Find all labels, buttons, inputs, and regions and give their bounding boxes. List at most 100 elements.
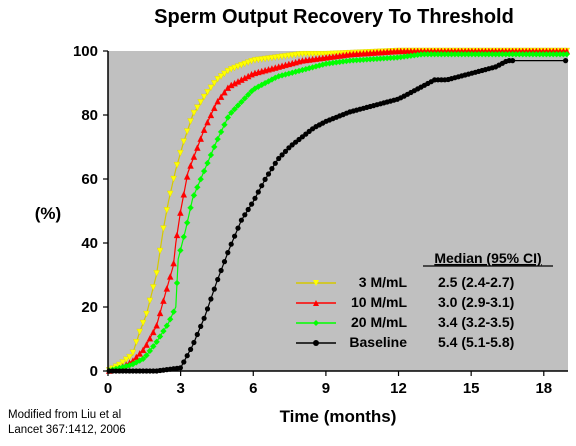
series-point xyxy=(160,225,167,232)
series-point xyxy=(221,70,228,78)
legend: Median (95% CI) 3 M/mL 2.5 (2.4-2.7) 10 M/m… xyxy=(296,250,553,350)
series-point xyxy=(133,339,140,346)
series-point xyxy=(231,64,238,72)
series-baseline xyxy=(106,58,569,374)
y-tick-label: 0 xyxy=(90,363,98,380)
series-point xyxy=(143,341,150,348)
series-point xyxy=(224,114,232,121)
series-point xyxy=(183,173,191,180)
series-point xyxy=(191,339,197,346)
series-point xyxy=(231,105,238,113)
series-point xyxy=(146,297,154,305)
series-point xyxy=(122,356,130,364)
legend-label: 10 M/mL xyxy=(351,294,407,310)
series-point xyxy=(146,347,154,355)
legend-item: 3 M/mL 2.5 (2.4-2.7) xyxy=(296,274,514,290)
legend-median: 3.4 (3.2-3.5) xyxy=(438,314,514,330)
y-tick-label: 100 xyxy=(73,43,98,60)
series-point xyxy=(211,104,218,111)
y-tick-label: 20 xyxy=(81,299,98,316)
series-point xyxy=(170,259,177,267)
series-point xyxy=(177,365,183,371)
series-point xyxy=(163,285,171,292)
legend-swatch-marker xyxy=(313,320,319,326)
series-point xyxy=(200,167,208,175)
series-point xyxy=(244,91,252,98)
series-point xyxy=(187,204,194,212)
series-point xyxy=(282,148,289,154)
series-point xyxy=(204,89,211,96)
series-point xyxy=(224,68,232,75)
series-point xyxy=(228,241,234,247)
series-point xyxy=(194,104,201,112)
series-point xyxy=(156,247,164,255)
series-point xyxy=(509,58,516,64)
series-point xyxy=(139,319,147,327)
series-point xyxy=(242,212,248,218)
legend-median: 5.4 (5.1-5.8) xyxy=(438,334,514,350)
legend-label: Baseline xyxy=(349,334,407,350)
series-point xyxy=(180,233,187,241)
series-point xyxy=(126,353,133,361)
series-point xyxy=(200,93,208,101)
x-tick-label: 18 xyxy=(535,380,552,397)
series-point xyxy=(136,328,143,336)
chart-title: Sperm Output Recovery To Threshold xyxy=(154,6,514,28)
x-axis-label: Time (months) xyxy=(280,407,397,426)
series-point xyxy=(235,225,241,231)
series-point xyxy=(173,231,181,239)
legend-item: 10 M/mL 3.0 (2.9-3.1) xyxy=(296,294,514,310)
legend-swatch-marker xyxy=(313,300,319,306)
series-point xyxy=(276,155,282,162)
y-tick-label: 40 xyxy=(81,235,98,252)
plot-area xyxy=(108,51,568,371)
x-tick-label: 15 xyxy=(463,380,480,397)
series-point xyxy=(259,183,265,189)
series-point xyxy=(197,135,204,142)
series-point xyxy=(194,331,200,338)
series-point xyxy=(166,273,174,280)
series-point xyxy=(194,144,201,151)
series-point xyxy=(214,135,221,143)
legend-item: Baseline 5.4 (5.1-5.8) xyxy=(296,334,514,350)
series-point xyxy=(238,62,245,69)
source-note: Modified from Liu et al Lancet 367:1412,… xyxy=(8,408,126,438)
series-point xyxy=(232,233,238,239)
series-point xyxy=(143,310,150,318)
series-point xyxy=(245,206,251,213)
series-point xyxy=(153,321,160,329)
source-note-line2: Lancet 367:1412, 2006 xyxy=(8,424,126,436)
series-point xyxy=(173,161,181,169)
series-point xyxy=(234,63,242,70)
series-point xyxy=(170,308,177,316)
series-point xyxy=(170,175,177,183)
x-tick-label: 9 xyxy=(322,380,330,397)
series-point xyxy=(180,191,188,198)
series-point xyxy=(163,322,171,329)
series-point xyxy=(218,267,224,274)
legend-item: 20 M/mL 3.4 (3.2-3.5) xyxy=(296,314,514,330)
series-point xyxy=(252,195,258,201)
series-point xyxy=(139,355,147,363)
series-point xyxy=(207,151,215,159)
series-point xyxy=(249,201,255,207)
legend-header: Median (95% CI) xyxy=(434,250,541,266)
series-point xyxy=(211,286,217,292)
series-point xyxy=(204,159,211,167)
series-point xyxy=(160,327,167,335)
series-point xyxy=(214,76,221,83)
series-point xyxy=(221,259,228,265)
series-point xyxy=(184,353,190,359)
series-point xyxy=(187,118,194,125)
y-tick-label: 80 xyxy=(81,107,98,124)
series-point xyxy=(188,346,194,352)
legend-swatch-marker xyxy=(313,280,319,286)
series-point xyxy=(265,171,272,177)
series-point xyxy=(204,306,211,312)
series-point xyxy=(238,217,244,223)
series-point xyxy=(217,93,225,100)
series-point xyxy=(241,95,249,102)
series-point xyxy=(563,50,571,58)
series-point xyxy=(217,128,225,136)
